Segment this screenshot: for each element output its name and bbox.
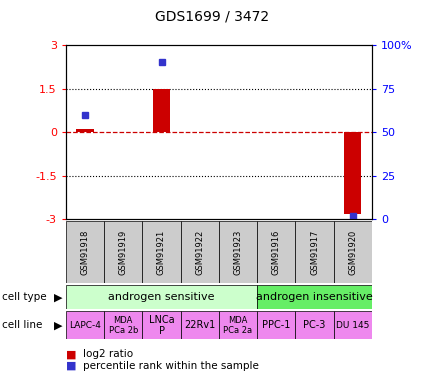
Text: GSM91916: GSM91916 (272, 230, 281, 275)
FancyBboxPatch shape (295, 311, 334, 339)
FancyBboxPatch shape (334, 221, 372, 283)
Text: ■: ■ (66, 350, 80, 359)
FancyBboxPatch shape (66, 221, 104, 283)
Text: PC-3: PC-3 (303, 320, 326, 330)
Bar (153, 88, 170, 132)
Text: androgen sensitive: androgen sensitive (108, 292, 215, 302)
Text: log2 ratio: log2 ratio (83, 350, 133, 359)
Text: GSM91923: GSM91923 (233, 230, 243, 275)
FancyBboxPatch shape (334, 311, 372, 339)
FancyBboxPatch shape (295, 221, 334, 283)
FancyBboxPatch shape (257, 311, 295, 339)
FancyBboxPatch shape (66, 311, 104, 339)
Text: androgen insensitive: androgen insensitive (256, 292, 373, 302)
FancyBboxPatch shape (66, 285, 257, 309)
FancyBboxPatch shape (257, 285, 372, 309)
Text: GSM91918: GSM91918 (80, 230, 90, 275)
Text: GSM91919: GSM91919 (119, 230, 128, 275)
Bar (344, 132, 361, 214)
Text: cell type: cell type (2, 292, 47, 302)
Text: ▶: ▶ (54, 320, 63, 330)
Text: cell line: cell line (2, 320, 42, 330)
Bar (76, 129, 94, 132)
Text: MDA
PCa 2a: MDA PCa 2a (224, 316, 252, 335)
Text: MDA
PCa 2b: MDA PCa 2b (108, 316, 138, 335)
Text: GSM91921: GSM91921 (157, 230, 166, 275)
Text: GSM91922: GSM91922 (195, 230, 204, 275)
FancyBboxPatch shape (219, 311, 257, 339)
Text: 22Rv1: 22Rv1 (184, 320, 215, 330)
Text: ■: ■ (66, 361, 80, 370)
FancyBboxPatch shape (142, 221, 181, 283)
Text: PPC-1: PPC-1 (262, 320, 290, 330)
Text: GDS1699 / 3472: GDS1699 / 3472 (156, 9, 269, 23)
Text: percentile rank within the sample: percentile rank within the sample (83, 361, 259, 370)
Text: DU 145: DU 145 (336, 321, 369, 330)
Text: GSM91917: GSM91917 (310, 230, 319, 275)
Text: ▶: ▶ (54, 292, 63, 302)
Text: GSM91920: GSM91920 (348, 230, 357, 275)
FancyBboxPatch shape (181, 311, 219, 339)
FancyBboxPatch shape (104, 311, 142, 339)
FancyBboxPatch shape (219, 221, 257, 283)
Text: LNCa
P: LNCa P (149, 315, 174, 336)
FancyBboxPatch shape (104, 221, 142, 283)
Text: LAPC-4: LAPC-4 (69, 321, 101, 330)
FancyBboxPatch shape (142, 311, 181, 339)
FancyBboxPatch shape (181, 221, 219, 283)
FancyBboxPatch shape (257, 221, 295, 283)
